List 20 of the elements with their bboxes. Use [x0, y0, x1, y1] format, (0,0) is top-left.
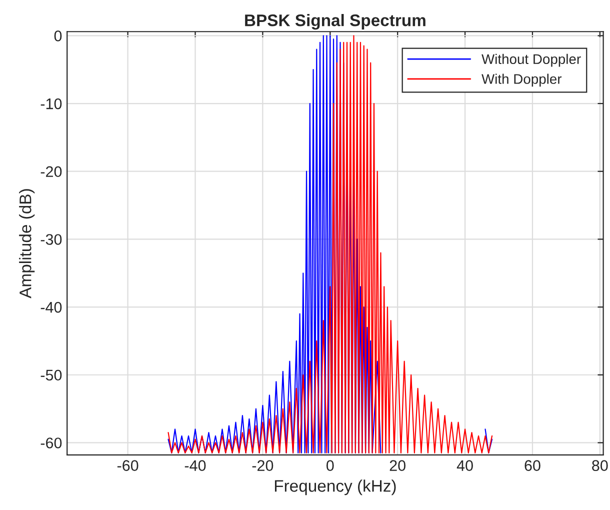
x-tick-label: 40 [456, 460, 473, 472]
x-tick-label: 80 [592, 460, 608, 472]
y-tick-label: -10 [40, 98, 62, 110]
x-tick-label: 20 [390, 460, 406, 472]
x-tick-label: -60 [117, 460, 138, 472]
x-tick-label: 60 [524, 460, 540, 472]
y-tick-label: -20 [40, 166, 62, 178]
y-tick-label: -40 [40, 302, 62, 313]
y-axis-title: Amplitude (dB) [19, 189, 35, 298]
legend-label: Without Doppler [482, 54, 581, 67]
chart-title: BPSK Signal Spectrum [245, 14, 426, 30]
x-tick-label: 0 [326, 460, 334, 472]
x-tick-label: -40 [184, 460, 206, 472]
y-tick-label: 0 [54, 30, 62, 42]
y-tick-label: -30 [40, 234, 62, 245]
legend-label: With Doppler [482, 74, 562, 87]
y-tick-label: -60 [40, 438, 62, 448]
y-tick-label: -50 [40, 370, 62, 381]
x-axis-title: Frequency (kHz) [274, 480, 396, 496]
x-tick-label: -20 [252, 460, 274, 472]
